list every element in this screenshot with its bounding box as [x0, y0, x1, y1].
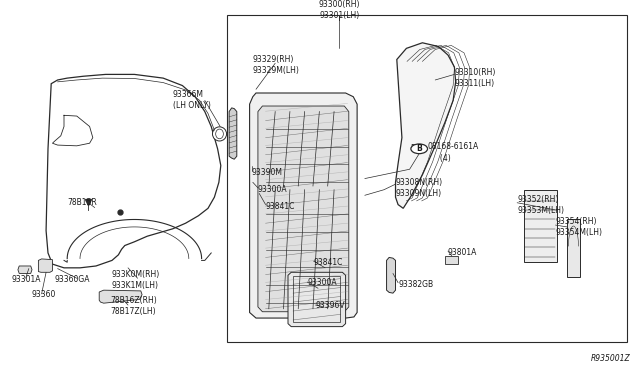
Text: 93310(RH)
93311(LH): 93310(RH) 93311(LH) — [454, 68, 496, 88]
Text: 93308N(RH)
93309N(LH): 93308N(RH) 93309N(LH) — [396, 178, 443, 198]
Text: 93841C: 93841C — [266, 202, 295, 211]
Ellipse shape — [212, 127, 227, 141]
Text: 93300A: 93300A — [258, 185, 287, 194]
Text: 93300(RH)
93301(LH): 93300(RH) 93301(LH) — [319, 0, 360, 20]
Text: 93360: 93360 — [32, 290, 56, 299]
FancyBboxPatch shape — [567, 219, 580, 277]
Text: 93300A: 93300A — [307, 278, 337, 287]
Polygon shape — [288, 272, 346, 327]
Text: 93301A: 93301A — [12, 275, 41, 283]
Text: 93382GB: 93382GB — [398, 280, 433, 289]
Text: 93396V: 93396V — [316, 301, 345, 310]
Text: 933K0M(RH)
933K1M(LH): 933K0M(RH) 933K1M(LH) — [112, 270, 160, 290]
Text: 93329(RH)
93329M(LH): 93329(RH) 93329M(LH) — [253, 55, 300, 75]
Polygon shape — [258, 106, 349, 312]
FancyBboxPatch shape — [445, 256, 458, 264]
Text: B: B — [410, 144, 415, 153]
Polygon shape — [18, 266, 32, 273]
Polygon shape — [38, 259, 52, 272]
Text: 93801A: 93801A — [448, 248, 477, 257]
Polygon shape — [387, 257, 396, 293]
Circle shape — [411, 144, 428, 154]
Text: 93841C: 93841C — [314, 258, 343, 267]
Text: 93366M
(LH ONLY): 93366M (LH ONLY) — [173, 90, 211, 110]
Text: 93354(RH)
93354M(LH): 93354(RH) 93354M(LH) — [556, 217, 602, 237]
Text: R935001Z: R935001Z — [591, 354, 630, 363]
Polygon shape — [99, 290, 142, 303]
Text: B: B — [417, 144, 422, 153]
Polygon shape — [396, 43, 456, 208]
Text: 93360GA: 93360GA — [54, 275, 90, 283]
Text: 93390M: 93390M — [252, 169, 282, 177]
Text: 08168-6161A
     (4): 08168-6161A (4) — [428, 142, 479, 163]
Polygon shape — [229, 108, 237, 159]
Text: 78B16Z(RH)
78B17Z(LH): 78B16Z(RH) 78B17Z(LH) — [110, 296, 157, 316]
Polygon shape — [250, 93, 357, 318]
FancyBboxPatch shape — [524, 190, 557, 262]
Text: 93352(RH)
93353M(LH): 93352(RH) 93353M(LH) — [517, 195, 564, 215]
Text: 78B15R: 78B15R — [67, 198, 97, 207]
